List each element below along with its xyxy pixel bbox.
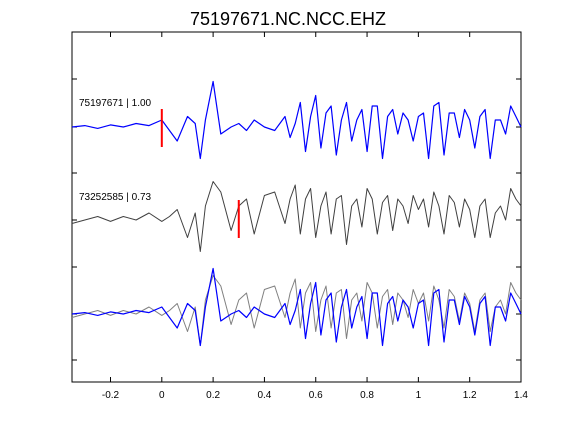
x-tick-label: 0.6 xyxy=(309,390,323,401)
overlay-blue-line xyxy=(71,267,522,347)
x-tick-label: 1.2 xyxy=(463,390,477,401)
x-axis: -0.2 0 0.2 0.4 0.6 0.8 1 1.2 1.4 xyxy=(102,32,528,401)
x-tick-label: 0.4 xyxy=(257,390,271,401)
x-tick-label: 0 xyxy=(159,390,165,401)
plot-frame xyxy=(71,31,522,383)
trace-1-label: 75197671 | 1.00 xyxy=(79,98,152,109)
trace-1-line xyxy=(71,80,522,160)
x-tick-label: 0.8 xyxy=(360,390,374,401)
x-tick-label: 0.2 xyxy=(206,390,220,401)
x-tick-label: 1 xyxy=(416,390,422,401)
traces xyxy=(71,80,522,347)
trace-2-line xyxy=(71,181,522,252)
y-tick-marks xyxy=(72,78,521,361)
chart-title: 75197671.NC.NCC.EHZ xyxy=(190,9,386,29)
x-tick-label: -0.2 xyxy=(102,390,120,401)
trace-2-label: 73252585 | 0.73 xyxy=(79,192,152,203)
x-tick-label: 1.4 xyxy=(514,390,528,401)
